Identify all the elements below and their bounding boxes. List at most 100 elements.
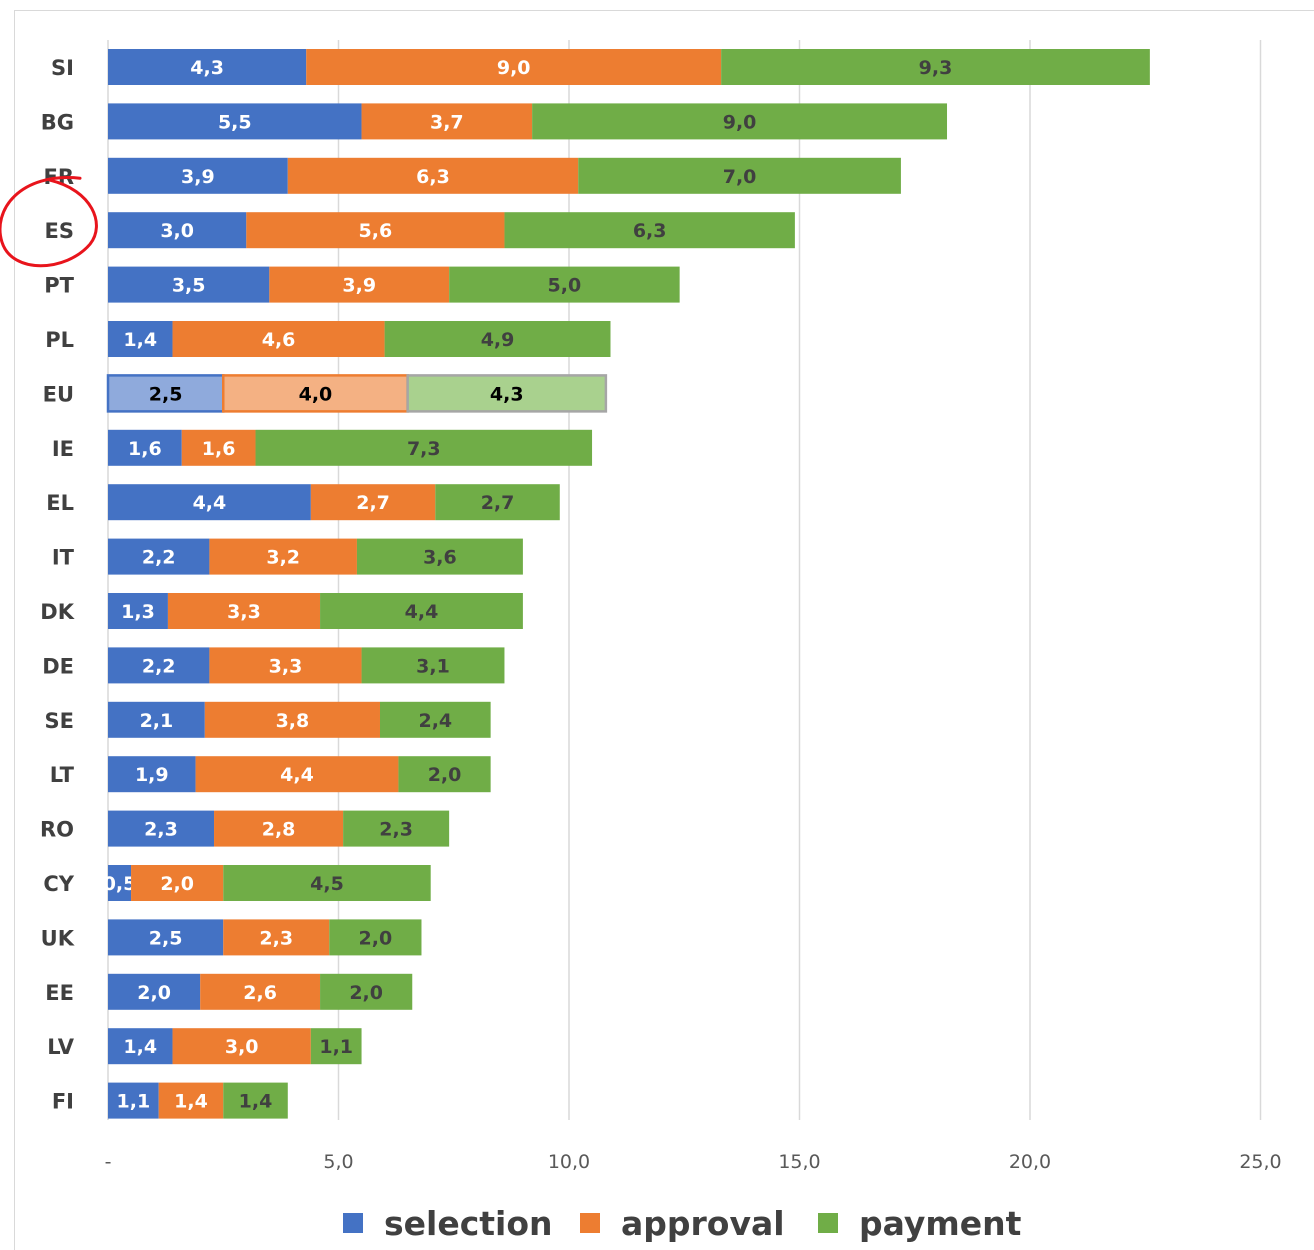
chart-frame — [14, 10, 1314, 1250]
category-label: SE — [45, 709, 74, 733]
data-label-approval: 3,3 — [269, 655, 303, 677]
bar-segment-selection — [108, 103, 362, 140]
bar-segment-payment — [406, 374, 608, 413]
bar-segment-approval — [181, 429, 256, 466]
data-label-selection: 4,3 — [190, 57, 224, 79]
x-tick-label: 10,0 — [548, 1151, 590, 1173]
bar-segment-approval — [209, 538, 357, 575]
bar-segment-approval — [131, 865, 224, 901]
data-label-selection: 0,5 — [103, 873, 137, 895]
data-label-approval: 3,9 — [342, 275, 376, 297]
category-label: ES — [45, 219, 74, 243]
data-label-selection: 2,0 — [137, 982, 171, 1004]
data-label-approval: 3,0 — [225, 1036, 259, 1058]
data-label-selection: 1,4 — [123, 1036, 157, 1058]
bar-segment-payment — [449, 266, 680, 303]
data-label-payment: 2,0 — [428, 764, 462, 786]
bar-segment-selection — [108, 538, 210, 575]
legend-label-selection: selection — [384, 1204, 553, 1242]
bar-segment-approval — [246, 212, 505, 249]
legend-swatch-selection — [343, 1213, 363, 1233]
data-label-selection: 4,4 — [193, 492, 227, 514]
bar-segment-approval — [222, 374, 409, 413]
data-label-selection: 1,9 — [135, 764, 169, 786]
bar-segment-selection — [108, 810, 215, 847]
category-label: LT — [50, 763, 75, 787]
bar-segment-approval — [158, 1082, 224, 1119]
bar-segment-selection — [108, 593, 168, 629]
data-label-payment: 1,1 — [319, 1036, 353, 1058]
bars: 4,3 9,0 9,3 5,5 3,7 9,0 3,9 6,3 7,0 3,0 5,6 6,3 3,5 3… — [103, 49, 1150, 1119]
data-label-approval: 4,0 — [299, 383, 333, 405]
category-label: UK — [41, 926, 75, 950]
x-axis-tick-labels: - 5,0 10,0 15,0 20,0 25,0 — [105, 1151, 1282, 1173]
data-label-approval: 3,8 — [276, 710, 310, 732]
bar-segment-approval — [223, 919, 330, 956]
category-label: FI — [52, 1090, 74, 1114]
bar-segment-payment — [329, 919, 422, 956]
bar-segment-selection — [108, 865, 132, 901]
data-label-selection: 2,2 — [142, 655, 176, 677]
data-label-approval: 3,3 — [227, 601, 261, 623]
bar-segment-approval — [361, 103, 533, 140]
bar-segment-payment — [255, 429, 593, 466]
bar-segment-selection — [108, 1028, 173, 1065]
category-label: LV — [47, 1035, 74, 1059]
data-label-approval: 5,6 — [359, 220, 393, 242]
data-label-payment: 4,5 — [310, 873, 344, 895]
category-label: EE — [45, 981, 74, 1005]
bar-segment-payment — [223, 865, 431, 901]
category-label: PL — [45, 328, 74, 352]
bar-segment-approval — [214, 810, 344, 847]
bar-segment-selection — [108, 266, 270, 303]
gridlines — [107, 40, 1262, 1120]
bar-segment-payment — [223, 1082, 288, 1119]
bar-segment-selection — [108, 212, 247, 249]
annotations — [0, 176, 98, 268]
bar-segment-payment — [310, 1028, 362, 1065]
bar-segment-approval — [204, 701, 380, 738]
data-label-payment: 2,7 — [481, 492, 515, 514]
data-label-selection: 3,9 — [181, 166, 215, 188]
category-label: IT — [52, 546, 75, 570]
category-label: CY — [43, 872, 74, 896]
data-label-payment: 4,9 — [481, 329, 515, 351]
legend-swatch-approval — [580, 1213, 600, 1233]
data-label-selection: 3,5 — [172, 275, 206, 297]
bar-segment-payment — [578, 157, 901, 194]
bar-segment-approval — [200, 973, 321, 1010]
bar-segment-payment — [361, 647, 505, 684]
bar-segment-approval — [172, 321, 385, 357]
bar-segment-approval — [195, 756, 399, 793]
data-label-approval: 4,4 — [280, 764, 314, 786]
category-label: DK — [40, 600, 74, 624]
bar-segment-payment — [320, 593, 523, 629]
bar-segment-approval — [310, 484, 436, 521]
data-label-approval: 9,0 — [497, 57, 531, 79]
bar-segment-selection — [108, 701, 205, 738]
data-label-payment: 6,3 — [633, 220, 667, 242]
data-label-payment: 3,1 — [416, 655, 450, 677]
data-label-selection: 1,3 — [121, 601, 155, 623]
bar-segment-payment — [379, 701, 491, 738]
data-label-payment: 2,4 — [418, 710, 452, 732]
data-label-payment: 5,0 — [548, 275, 582, 297]
data-label-approval: 3,7 — [430, 111, 464, 133]
bar-segment-payment — [343, 810, 450, 847]
bar-segment-selection — [108, 919, 224, 956]
category-label: EU — [43, 382, 74, 406]
bar-segment-selection — [108, 1082, 159, 1119]
bar-segment-approval — [209, 647, 362, 684]
data-label-selection: 1,1 — [117, 1091, 151, 1113]
data-label-payment: 2,3 — [379, 819, 413, 841]
data-label-payment: 1,4 — [239, 1091, 273, 1113]
bar-segment-selection — [108, 157, 288, 194]
data-label-payment: 3,6 — [423, 547, 457, 569]
data-label-approval: 2,6 — [243, 982, 277, 1004]
data-label-payment: 7,0 — [723, 166, 757, 188]
data-label-selection: 5,5 — [218, 111, 252, 133]
bar-segment-selection — [108, 647, 210, 684]
x-tick-label: 20,0 — [1009, 1151, 1051, 1173]
